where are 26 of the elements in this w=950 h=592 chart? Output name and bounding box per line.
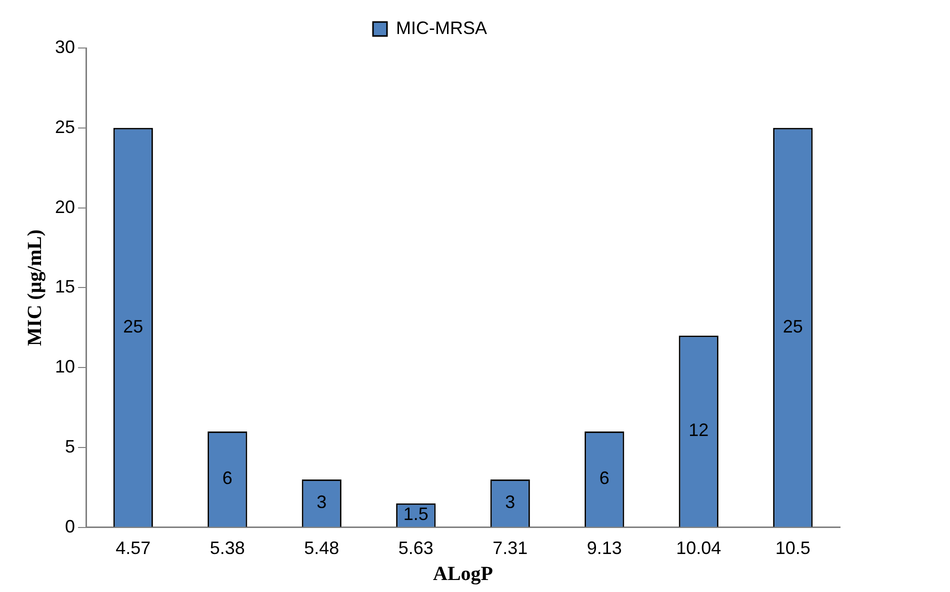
y-tick-label: 5 [65,436,76,456]
data-label: 12 [688,420,709,440]
y-tick-label: 30 [54,36,76,57]
x-tick-label: 7.31 [492,538,528,558]
x-tick-label: 4.57 [116,538,151,558]
y-tick-label: 25 [54,116,76,137]
y-tick-label: 0 [65,516,76,536]
data-label: 1.5 [403,504,428,524]
x-axis-title: ALogP [433,563,494,586]
y-tick-label: 20 [54,196,76,217]
x-tick-label: 5.38 [210,538,245,558]
x-tick-label: 5.63 [398,538,434,558]
data-label: 25 [123,316,144,336]
x-tick-label: 9.13 [586,538,622,558]
y-tick-label: 15 [54,276,76,297]
data-label: 6 [599,468,610,488]
data-label: 3 [505,492,516,512]
y-tick-label: 10 [54,356,76,377]
data-label: 3 [316,492,327,512]
data-label: 25 [782,316,803,336]
x-tick-label: 10.5 [775,538,810,558]
y-axis-title: MIC (µg/mL) [24,229,46,346]
x-tick-label: 10.04 [676,538,722,558]
data-label: 6 [222,468,232,488]
legend-label: MIC-MRSA [396,18,488,38]
x-tick-label: 5.48 [304,538,340,558]
